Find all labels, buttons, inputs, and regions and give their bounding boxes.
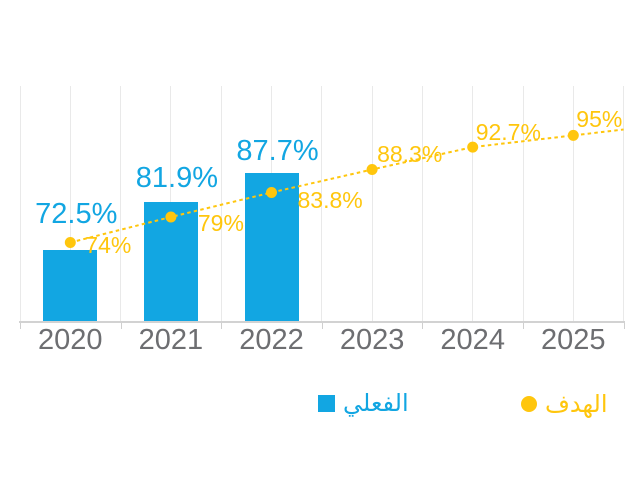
- x-axis-label-2025: 2025: [541, 324, 606, 356]
- x-axis-label-2022: 2022: [239, 324, 304, 356]
- x-axis-label-2023: 2023: [339, 324, 405, 356]
- vertical-gridline: [19, 86, 21, 321]
- vertical-gridline: [421, 86, 423, 321]
- target-value-label-2021: 79%: [197, 209, 244, 236]
- vertical-gridline: [472, 86, 474, 321]
- x-axis-label-2020: 2020: [38, 324, 103, 356]
- actual-bar-2022: [244, 172, 299, 321]
- legend-item-actual: الفعلي: [318, 391, 409, 415]
- actual-value-label-2022: 87.7%: [236, 134, 319, 167]
- x-axis-tick: [523, 323, 524, 329]
- legend-label-actual: الفعلي: [343, 389, 409, 417]
- x-axis-tick: [221, 323, 223, 329]
- legend-item-target: الهدف: [521, 392, 608, 416]
- target-value-label-2020: 74%: [85, 232, 132, 259]
- target-value-label-2022: 83.8%: [297, 187, 363, 214]
- x-axis-tick: [20, 323, 21, 329]
- x-axis-tick: [120, 323, 122, 329]
- target-value-label-2025: 95%: [576, 106, 623, 133]
- legend-label-target: الهدف: [545, 390, 608, 418]
- vertical-gridline: [623, 86, 625, 321]
- target-value-label-2024: 92.7%: [475, 119, 541, 146]
- actual-value-label-2020: 72.5%: [35, 198, 118, 231]
- actual-bar-2020: [43, 250, 98, 321]
- vertical-gridline: [572, 86, 574, 321]
- vertical-gridline: [371, 86, 373, 321]
- x-axis-tick: [422, 323, 424, 329]
- actual-bar-2021: [143, 202, 198, 321]
- vertical-gridline: [120, 86, 122, 321]
- actual-value-label-2021: 81.9%: [135, 162, 219, 195]
- x-axis-tick: [321, 323, 323, 329]
- x-axis-line: [19, 321, 625, 323]
- actual-square-icon: [318, 394, 335, 412]
- target-dot-icon: [521, 396, 537, 412]
- target-value-label-2023: 88.3%: [377, 140, 443, 167]
- x-axis-tick: [623, 323, 625, 329]
- vertical-gridline: [220, 86, 222, 321]
- x-axis-label-2021: 2021: [138, 324, 204, 356]
- x-axis-label-2024: 2024: [440, 324, 505, 356]
